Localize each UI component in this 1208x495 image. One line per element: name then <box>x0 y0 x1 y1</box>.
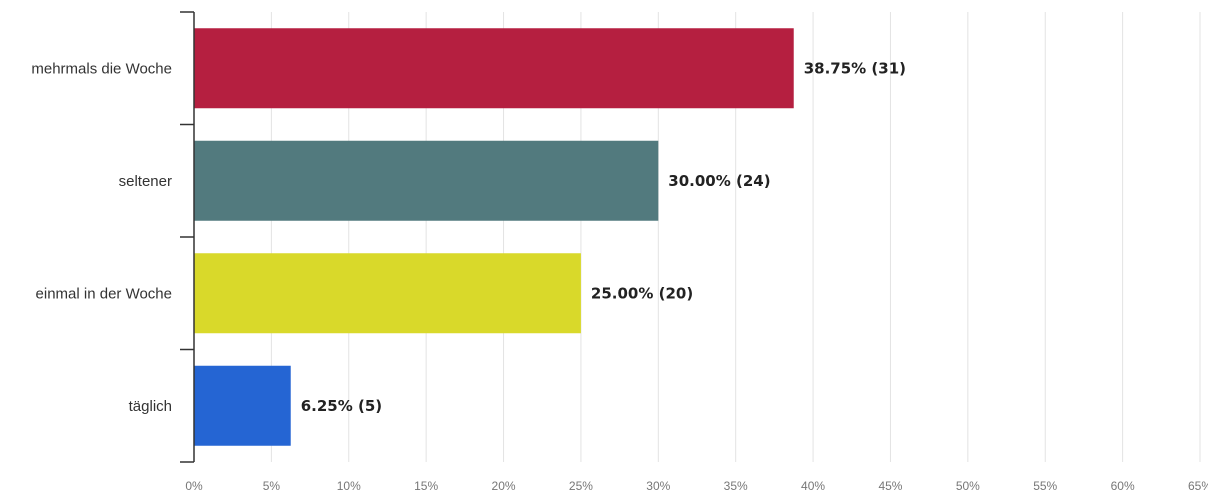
x-tick-label: 15% <box>414 479 438 493</box>
x-tick-label: 20% <box>492 479 516 493</box>
data-label: 38.75% (31) <box>804 59 906 77</box>
x-tick-label: 30% <box>646 479 670 493</box>
category-label: seltener <box>119 173 172 190</box>
x-tick-label: 0% <box>185 479 203 493</box>
data-labels: 38.75% (31) 30.00% (24) 25.00% (20) 6.25% (… <box>301 59 906 415</box>
category-label: einmal in der Woche <box>36 285 172 302</box>
category-label: mehrmals die Woche <box>31 60 172 77</box>
x-tick-label: 50% <box>956 479 980 493</box>
data-label: 6.25% (5) <box>301 397 382 415</box>
x-tick-label: 10% <box>337 479 361 493</box>
bar <box>194 28 794 109</box>
x-tick-labels: 0% 5% 10% 15% 20% 25% 30% 35% 40% 45% 50% 55% 60% 65% <box>185 479 1208 493</box>
bar <box>194 253 581 334</box>
data-label: 25.00% (20) <box>591 284 693 302</box>
x-tick-label: 25% <box>569 479 593 493</box>
data-label: 30.00% (24) <box>668 172 770 190</box>
bars <box>194 28 794 446</box>
x-tick-label: 40% <box>801 479 825 493</box>
x-tick-label: 45% <box>878 479 902 493</box>
bar <box>194 365 291 446</box>
category-label: täglich <box>129 398 172 415</box>
x-tick-label: 65% <box>1188 479 1208 493</box>
category-labels: mehrmals die Woche seltener einmal in der … <box>31 60 172 415</box>
x-tick-label: 60% <box>1111 479 1135 493</box>
x-tick-label: 5% <box>263 479 281 493</box>
x-tick-label: 35% <box>724 479 748 493</box>
y-axis <box>180 11 195 463</box>
bar <box>194 140 659 221</box>
x-tick-label: 55% <box>1033 479 1057 493</box>
